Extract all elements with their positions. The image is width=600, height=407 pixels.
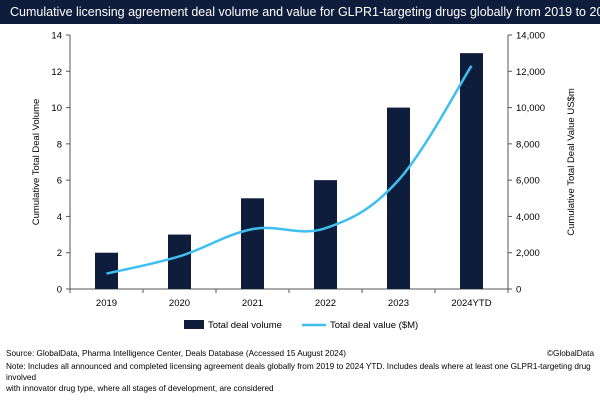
legend-swatch-volume	[184, 320, 204, 329]
line-series	[106, 65, 473, 275]
x-tick-label: 2021	[242, 298, 263, 309]
note-line-2: with innovator drug type, where all stag…	[6, 384, 274, 393]
bar-2024YTD	[460, 53, 483, 290]
note-line-1: Note: Includes all announced and complet…	[6, 362, 591, 382]
x-tick-label: 2022	[315, 298, 336, 309]
value-line	[106, 65, 473, 275]
left-tick-label: 0	[57, 285, 62, 296]
right-tick-label: 0	[516, 285, 521, 296]
left-tick-label: 6	[57, 176, 62, 187]
right-tick-label: 2,000	[516, 248, 540, 259]
right-axis: 0 2,000 4,000 6,000 8,000 10,000 12,000 14,000	[507, 31, 545, 296]
x-tick-label: 2024YTD	[451, 298, 491, 309]
footer: Source: GlobalData, Pharma Intelligence …	[6, 348, 594, 394]
x-tick-label: 2023	[388, 298, 409, 309]
copyright: ©GlobalData	[547, 349, 594, 358]
bar-2021	[241, 198, 264, 289]
left-tick-label: 4	[57, 212, 62, 223]
left-tick-label: 2	[57, 248, 62, 259]
left-axis: 0 2 4 6 8 10 12 14	[51, 31, 71, 296]
chart-title: Cumulative licensing agreement deal volu…	[0, 0, 600, 24]
y-axis-label-right: Cumulative Total Deal Value US$m	[566, 88, 577, 236]
left-tick-label: 10	[51, 103, 62, 114]
bar-2020	[168, 234, 191, 289]
legend-label-value: Total deal value ($M)	[330, 320, 418, 331]
right-tick-label: 8,000	[516, 139, 540, 150]
bar-2023	[387, 107, 410, 289]
legend: Total deal volume Total deal value ($M)	[184, 320, 418, 331]
bar-series	[95, 53, 483, 290]
source-text: Source: GlobalData, Pharma Intelligence …	[6, 349, 346, 358]
x-axis: 2019 2020 2021 2022 2023 2024YTD	[69, 288, 509, 309]
right-tick-label: 4,000	[516, 212, 540, 223]
left-tick-label: 14	[51, 31, 62, 42]
right-tick-label: 10,000	[516, 103, 545, 114]
right-tick-label: 14,000	[516, 31, 545, 42]
chart: 0 2 4 6 8 10 12 14 0 2,000 4,000 6,000 8,000 10,000 1…	[31, 31, 577, 332]
right-tick-label: 6,000	[516, 176, 540, 187]
left-tick-label: 8	[57, 139, 62, 150]
left-tick-label: 12	[51, 67, 62, 78]
y-axis-label-left: Cumulative Total Deal Volume	[31, 99, 42, 226]
x-tick-label: 2019	[96, 298, 117, 309]
bar-2019	[95, 252, 118, 289]
legend-label-volume: Total deal volume	[208, 320, 282, 331]
right-tick-label: 12,000	[516, 67, 545, 78]
x-tick-label: 2020	[169, 298, 190, 309]
bar-2022	[314, 180, 337, 289]
